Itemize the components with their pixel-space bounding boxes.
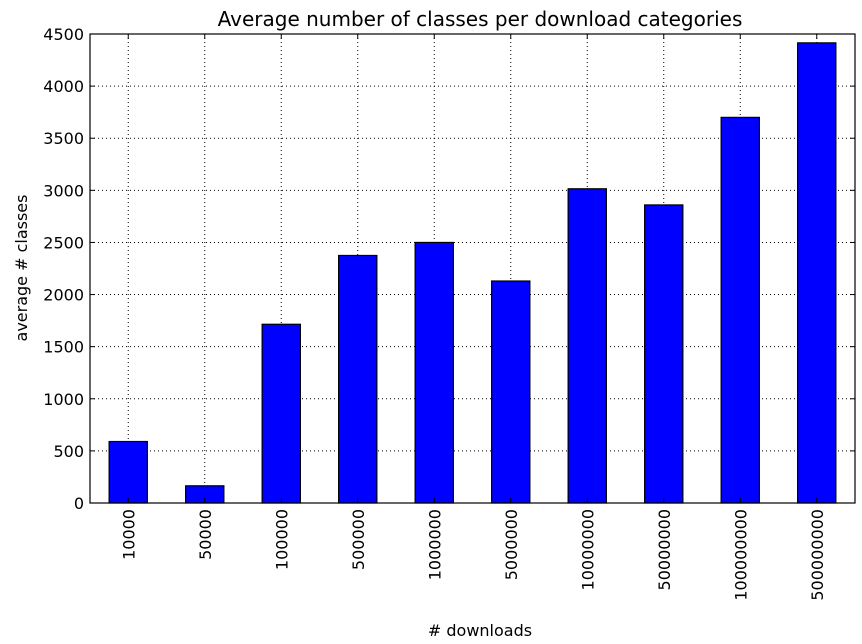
- y-tick-label: 1500: [43, 338, 84, 357]
- x-tick-label: 50000: [196, 509, 215, 560]
- bar-10000: [108, 440, 148, 504]
- y-axis-label: average # classes: [12, 195, 31, 342]
- x-tick-label: 500000000: [808, 509, 827, 601]
- bar-5000000: [491, 280, 531, 504]
- plot-frame: [89, 33, 856, 504]
- bar-500000000: [797, 42, 837, 504]
- x-tick-label: 5000000: [502, 509, 521, 580]
- x-tick-label: 100000: [272, 509, 291, 570]
- bars: [108, 42, 837, 504]
- x-tick-label: 50000000: [655, 509, 674, 590]
- y-tick-label: 4000: [43, 77, 84, 96]
- x-tick-label: 1000000: [425, 509, 444, 580]
- x-axis-ticks: 10000 50000 100000 500000 1000000 5000000 1000…: [119, 34, 827, 601]
- y-tick-label: 2500: [43, 233, 84, 252]
- x-tick-label: 10000000: [578, 509, 597, 590]
- x-axis-label: # downloads: [428, 621, 532, 640]
- bar-1000000: [414, 241, 454, 504]
- bar-50000000: [644, 204, 684, 504]
- x-tick-label: 500000: [349, 509, 368, 570]
- bar-100000: [261, 323, 301, 504]
- bar-100000000: [720, 116, 760, 504]
- y-tick-label: 3000: [43, 181, 84, 200]
- bar-10000000: [567, 188, 607, 504]
- y-tick-label: 0: [74, 494, 84, 513]
- x-tick-label: 100000000: [731, 509, 750, 601]
- y-tick-label: 1000: [43, 390, 84, 409]
- bar-500000: [338, 254, 378, 504]
- y-tick-label: 500: [53, 442, 84, 461]
- chart-title: Average number of classes per download c…: [218, 7, 743, 31]
- y-tick-label: 3500: [43, 129, 84, 148]
- y-tick-label: 2000: [43, 286, 84, 305]
- y-axis-ticks: 0 500 1000 1500 2000 2500 3000 3500 4000 4500: [43, 25, 855, 513]
- x-tick-label: 10000: [119, 509, 138, 560]
- y-tick-label: 4500: [43, 25, 84, 44]
